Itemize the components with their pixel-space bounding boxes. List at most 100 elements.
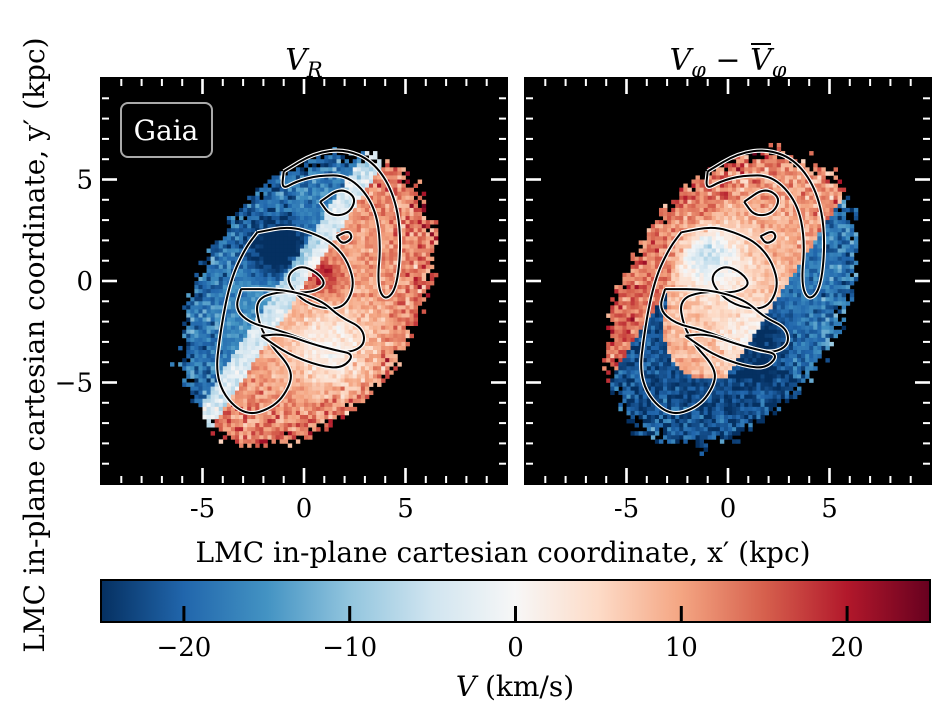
heatmap-cell	[772, 175, 778, 180]
heatmap-cell	[340, 341, 345, 347]
heatmap-cell	[356, 195, 362, 201]
heatmap-cell	[324, 264, 329, 270]
heatmap-cell	[393, 358, 398, 363]
heatmap-cell	[695, 236, 700, 241]
heatmap-cell	[259, 281, 264, 286]
heatmap-cell	[214, 341, 220, 347]
heatmap-cell	[792, 240, 798, 245]
heatmap-cell	[206, 382, 211, 387]
heatmap-cell	[756, 256, 761, 262]
heatmap-cell	[752, 260, 757, 266]
heatmap-cell	[409, 187, 414, 193]
heatmap-cell	[707, 260, 713, 266]
heatmap-cell	[642, 281, 648, 286]
heatmap-cell	[271, 236, 276, 241]
heatmap-cell	[732, 183, 737, 188]
heatmap-cell	[198, 333, 203, 339]
heatmap-cell	[368, 216, 374, 221]
heatmap-cell	[360, 232, 366, 237]
heatmap-cell	[340, 398, 345, 404]
heatmap-cell	[646, 240, 652, 245]
heatmap-cell	[304, 427, 309, 432]
heatmap-cell	[784, 163, 790, 168]
heatmap-cell	[332, 272, 337, 278]
heatmap-cell	[732, 207, 737, 213]
heatmap-cell	[304, 313, 309, 318]
heatmap-cell	[291, 414, 297, 420]
heatmap-cell	[707, 276, 713, 282]
heatmap-cell	[373, 224, 378, 229]
heatmap-cell	[304, 207, 309, 213]
heatmap-cell	[389, 325, 394, 331]
heatmap-cell	[845, 260, 851, 266]
heatmap-cell	[373, 289, 378, 294]
heatmap-cell	[332, 394, 337, 400]
heatmap-cell	[230, 301, 236, 306]
heatmap-cell	[809, 187, 814, 193]
heatmap-cell	[186, 301, 191, 306]
heatmap-cell	[364, 281, 370, 286]
heatmap-cell	[797, 293, 802, 298]
heatmap-cell	[405, 260, 410, 266]
heatmap-cell	[214, 272, 220, 278]
heatmap-cell	[178, 362, 183, 367]
heatmap-cell	[279, 252, 285, 257]
heatmap-cell	[194, 358, 199, 363]
heatmap-cell	[239, 236, 244, 241]
heatmap-cell	[251, 366, 256, 371]
heatmap-cell	[304, 199, 309, 205]
heatmap-cell	[275, 191, 280, 197]
heatmap-cell	[679, 220, 684, 225]
heatmap-cell	[210, 325, 216, 331]
heatmap-cell	[312, 394, 317, 400]
heatmap-cell	[780, 216, 786, 221]
heatmap-cell	[679, 211, 684, 217]
heatmap-cell	[320, 167, 325, 172]
heatmap-cell	[279, 431, 285, 436]
heatmap-cell	[291, 285, 297, 290]
heatmap-cell	[356, 159, 362, 164]
heatmap-cell	[360, 256, 366, 262]
heatmap-cell	[283, 216, 289, 221]
heatmap-cell	[291, 325, 297, 331]
heatmap-cell	[308, 276, 313, 282]
heatmap-cell	[699, 224, 704, 229]
heatmap-cell	[360, 220, 366, 225]
heatmap-cell	[364, 216, 370, 221]
heatmap-cell	[283, 179, 289, 184]
heatmap-cell	[788, 256, 794, 262]
heatmap-cell	[833, 167, 838, 172]
heatmap-cell	[291, 406, 297, 412]
heatmap-cell	[279, 366, 285, 371]
heatmap-cell	[267, 317, 272, 322]
heatmap-cell	[429, 220, 435, 225]
heatmap-cell	[833, 195, 838, 201]
heatmap-cell	[352, 374, 358, 379]
heatmap-cell	[699, 285, 704, 290]
heatmap-cell	[373, 285, 378, 290]
heatmap-cell	[243, 350, 248, 355]
heatmap-cell	[821, 203, 826, 209]
heatmap-cell	[740, 163, 745, 168]
heatmap-cell	[324, 260, 329, 266]
heatmap-cell	[190, 301, 195, 306]
heatmap-cell	[691, 252, 696, 257]
heatmap-cell	[780, 256, 786, 262]
heatmap-cell	[295, 207, 301, 213]
heatmap-cell	[304, 341, 309, 347]
heatmap-cell	[336, 325, 341, 331]
heatmap-cell	[255, 325, 260, 331]
heatmap-cell	[691, 224, 696, 229]
heatmap-cell	[695, 195, 700, 201]
heatmap-cell	[206, 309, 211, 314]
heatmap-cell	[299, 350, 305, 355]
heatmap-cell	[654, 240, 660, 245]
heatmap-cell	[845, 289, 851, 294]
heatmap-cell	[251, 406, 256, 412]
heatmap-cell	[732, 285, 737, 290]
heatmap-cell	[373, 256, 378, 262]
heatmap-cell	[837, 224, 843, 229]
heatmap-cell	[299, 366, 305, 371]
heatmap-cell	[320, 325, 325, 331]
heatmap-cell	[295, 414, 301, 420]
